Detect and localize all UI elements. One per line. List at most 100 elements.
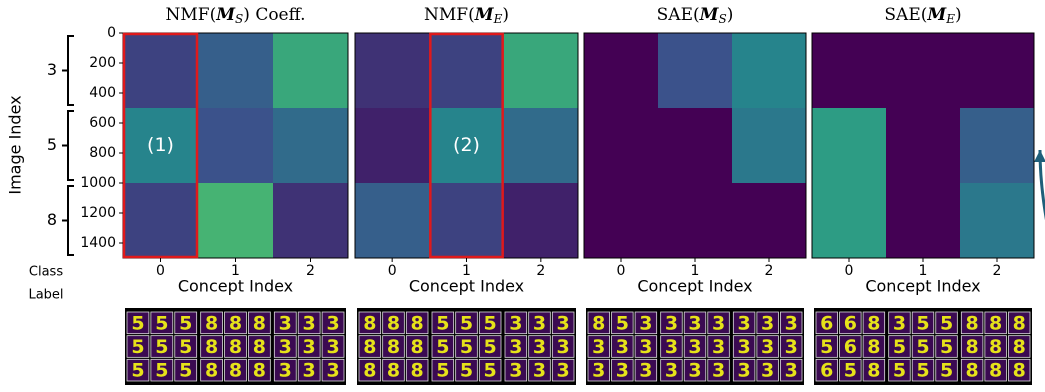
example-digit: 8 bbox=[205, 336, 218, 358]
x-axis-label: Concept Index bbox=[178, 277, 293, 296]
example-digit: 3 bbox=[279, 312, 292, 334]
example-digit: 5 bbox=[916, 360, 929, 382]
group-bracket bbox=[62, 185, 74, 256]
example-cell bbox=[935, 335, 958, 358]
example-cell bbox=[660, 335, 683, 358]
example-digit: 3 bbox=[688, 336, 701, 358]
title-part: S bbox=[235, 12, 243, 26]
title-part: S bbox=[718, 12, 726, 26]
example-cell bbox=[587, 335, 610, 358]
example-digit: 3 bbox=[639, 336, 652, 358]
example-cell bbox=[478, 335, 502, 358]
heatmap-cell bbox=[273, 183, 349, 259]
title-part: NMF( bbox=[424, 5, 475, 25]
example-cell bbox=[431, 358, 455, 382]
example-cell bbox=[707, 335, 730, 358]
example-cell bbox=[200, 335, 223, 358]
heatmap-cell bbox=[886, 108, 961, 184]
example-digit: 8 bbox=[253, 312, 266, 334]
example-cell bbox=[984, 358, 1007, 382]
heatmap-cell bbox=[732, 33, 807, 109]
example-digit: 3 bbox=[326, 336, 339, 358]
example-cell bbox=[756, 358, 779, 382]
example-digit: 5 bbox=[179, 360, 192, 382]
x-tick-label: 1 bbox=[691, 263, 700, 279]
example-cell bbox=[1008, 335, 1031, 358]
example-digit: 5 bbox=[940, 360, 953, 382]
example-digit: 3 bbox=[761, 312, 774, 334]
example-digit: 8 bbox=[363, 312, 376, 334]
example-digit: 8 bbox=[229, 336, 242, 358]
example-digit: 3 bbox=[639, 312, 652, 334]
example-digit: 8 bbox=[411, 360, 424, 382]
heatmap-cell bbox=[960, 33, 1035, 109]
heatmap-cell bbox=[355, 108, 430, 184]
heatmap-cell bbox=[273, 108, 349, 184]
title-part: 𝑴 bbox=[474, 5, 495, 25]
example-digit: 5 bbox=[155, 360, 168, 382]
example-digit: 3 bbox=[533, 336, 546, 358]
example-cell bbox=[504, 358, 528, 382]
example-digit: 3 bbox=[533, 312, 546, 334]
example-digit: 5 bbox=[179, 312, 192, 334]
example-cell bbox=[960, 335, 984, 358]
heatmap-cell bbox=[732, 108, 807, 184]
example-cell bbox=[683, 335, 707, 358]
heatmap-cell bbox=[584, 33, 659, 109]
heatmap-cell bbox=[355, 33, 430, 109]
heatmap-cell bbox=[732, 183, 807, 259]
example-cell bbox=[862, 358, 886, 382]
chart-title: SAE(𝑴E) bbox=[884, 5, 961, 26]
example-digit: 8 bbox=[205, 312, 218, 334]
example-cell bbox=[815, 311, 838, 335]
example-cell bbox=[551, 358, 575, 382]
example-digit: 5 bbox=[436, 312, 449, 334]
example-digit: 3 bbox=[761, 336, 774, 358]
example-digit: 3 bbox=[688, 360, 701, 382]
example-cell bbox=[756, 311, 779, 335]
x-tick-label: 1 bbox=[919, 263, 928, 279]
heatmap-cell bbox=[355, 183, 430, 259]
y-tick-label: 600 bbox=[89, 115, 116, 131]
example-digit: 8 bbox=[965, 336, 978, 358]
title-part: NMF( bbox=[166, 5, 217, 25]
example-cell bbox=[273, 311, 297, 335]
heatmap-cell bbox=[429, 183, 505, 259]
title-part: ) bbox=[502, 5, 509, 25]
title-part: ) bbox=[955, 5, 962, 25]
example-cell bbox=[780, 335, 803, 358]
example-cell bbox=[611, 358, 634, 382]
class-label: Label bbox=[28, 288, 63, 303]
x-tick-label: 0 bbox=[845, 263, 854, 279]
example-digit: 5 bbox=[155, 312, 168, 334]
example-digit: 3 bbox=[785, 336, 798, 358]
example-digit: 8 bbox=[965, 312, 978, 334]
example-cell bbox=[888, 311, 911, 335]
example-digit: 3 bbox=[557, 336, 570, 358]
example-digit: 5 bbox=[131, 312, 144, 334]
example-cell bbox=[611, 311, 634, 335]
group-bracket bbox=[62, 110, 74, 181]
example-cell bbox=[150, 335, 174, 358]
example-digit: 5 bbox=[916, 336, 929, 358]
example-cell bbox=[126, 335, 150, 358]
example-digit: 8 bbox=[387, 360, 400, 382]
example-digit: 3 bbox=[303, 336, 316, 358]
example-digit: 5 bbox=[436, 336, 449, 358]
example-cell bbox=[174, 335, 198, 358]
example-digit: 3 bbox=[665, 336, 678, 358]
example-digit: 3 bbox=[303, 360, 316, 382]
example-digit: 5 bbox=[155, 336, 168, 358]
heatmap-cell bbox=[812, 183, 887, 259]
heatmap-cell bbox=[812, 33, 887, 109]
heatmap-cell bbox=[123, 33, 199, 109]
example-digit: 3 bbox=[279, 360, 292, 382]
y-tick-label: 0 bbox=[107, 25, 116, 41]
example-digit: 3 bbox=[712, 336, 725, 358]
example-cell bbox=[405, 358, 429, 382]
heatmap-cell bbox=[658, 108, 733, 184]
y-tick-label: 200 bbox=[89, 55, 116, 71]
class-label: Class bbox=[29, 265, 63, 280]
example-digit: 6 bbox=[844, 312, 857, 334]
example-digit: 5 bbox=[460, 360, 473, 382]
